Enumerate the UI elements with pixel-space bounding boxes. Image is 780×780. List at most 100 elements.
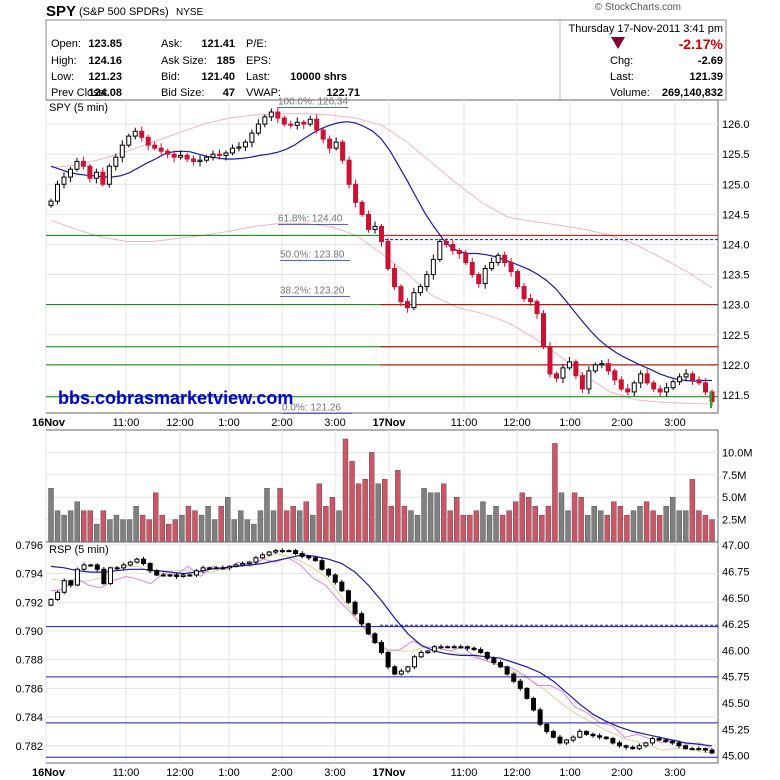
volume-bar <box>310 514 316 543</box>
ratio-candle-body <box>114 567 120 570</box>
volume-bar <box>447 510 453 543</box>
volume-bar <box>611 501 617 543</box>
volume-bar <box>362 479 368 543</box>
y-tick-label-left: 0.790 <box>15 626 43 638</box>
ratio-x-axis: 16Nov 11:00 12:00 1:00 2:00 3:00 17Nov 11:00 12:… <box>32 767 686 779</box>
x-tick-label: 1:00 <box>559 767 580 779</box>
ratio-candle-body <box>306 555 312 559</box>
candle-body <box>495 254 501 264</box>
volume-bar <box>558 492 565 543</box>
candle-body <box>469 262 475 276</box>
candle-body <box>333 141 339 149</box>
price-panel-title: SPY (5 min) <box>49 102 108 114</box>
candle-body <box>100 171 106 185</box>
fib-label: 38.2%: 123.20 <box>280 286 345 297</box>
ratio-candle-body <box>590 733 596 737</box>
volume-bar <box>532 505 538 543</box>
ratio-candle-body <box>636 745 642 750</box>
volume-bar <box>179 514 185 543</box>
volume-bar <box>225 497 231 543</box>
ratio-candle-body <box>68 580 74 586</box>
ratio-candle-body <box>623 745 629 748</box>
ratio-candle-body <box>385 652 391 668</box>
y-tick-label-right: 46.50 <box>722 593 750 605</box>
ratio-candle-body <box>253 557 259 563</box>
candle-body <box>618 379 624 390</box>
ratio-candle-body <box>616 742 622 747</box>
ratio-candle-body <box>524 687 530 699</box>
ratio-candle-body <box>279 550 285 553</box>
ratio-candle-body <box>88 564 94 567</box>
candle-body <box>353 183 359 203</box>
candle-body <box>255 123 261 134</box>
stat-asksize-label: Ask Size: <box>161 55 207 67</box>
candle-body <box>223 152 229 156</box>
volume-bar <box>323 505 329 543</box>
ratio-candle-body <box>431 646 437 652</box>
volume-bar <box>316 483 323 543</box>
volume-bar <box>251 523 257 543</box>
volume-bar <box>571 492 578 543</box>
credit: © StockCharts.com <box>595 2 681 13</box>
stat-ask-value: 121.41 <box>201 38 235 50</box>
ratio-candle-body <box>352 601 358 615</box>
y-tick-label-right: 45.50 <box>722 698 750 710</box>
fib-labels: 100.0%: 126.34 61.8%: 124.40 50.0%: 123.80… <box>278 97 352 414</box>
x-tick-label: 16Nov <box>32 767 66 779</box>
y-tick-label: 2.5M <box>722 515 746 527</box>
volume-bar <box>480 501 486 543</box>
ratio-candle-body <box>319 560 325 570</box>
x-tick-label: 2:00 <box>271 417 292 429</box>
ratio-candle-body <box>676 742 682 747</box>
ratio-candle-body <box>656 738 662 741</box>
ratio-panel: 0.796 0.794 0.792 0.790 0.788 0.786 0.784 0.782… <box>15 540 750 764</box>
y-tick-label-right: 45.75 <box>722 672 750 684</box>
ratio-candle-body <box>531 697 537 711</box>
candle-body <box>463 252 469 264</box>
price-x-axis: 16Nov 11:00 12:00 1:00 2:00 3:00 17Nov 11:00 12:… <box>32 417 686 429</box>
volume-bar <box>696 510 702 543</box>
ratio-candle-body <box>663 739 669 742</box>
candle-body <box>586 370 592 390</box>
volume-bar <box>172 519 179 543</box>
volume-bar <box>205 505 211 543</box>
volume-bar <box>283 510 290 543</box>
x-tick-label: 1:00 <box>559 417 580 429</box>
stat-last-value: 121.39 <box>689 71 723 83</box>
candle-body <box>664 387 670 393</box>
candle-body <box>476 274 482 285</box>
volume-bar <box>159 514 165 543</box>
x-tick-label: 2:00 <box>271 767 292 779</box>
ratio-candle-body <box>81 564 87 570</box>
stat-high-label: High: <box>51 55 77 67</box>
volume-bar <box>408 510 414 543</box>
header: SPY (S&P 500 SPDRs) NYSE © StockCharts.c… <box>45 2 727 101</box>
candle-body <box>132 130 138 137</box>
volume-bar <box>133 505 139 543</box>
stats-col-4: Thursday 17-Nov-2011 3:41 pm -2.17% Chg:… <box>569 23 724 99</box>
x-tick-label: 3:00 <box>664 417 685 429</box>
x-tick-label: 12:00 <box>503 417 531 429</box>
candle-body <box>236 146 242 149</box>
y-tick-label: 121.5 <box>722 390 750 402</box>
ratio-candle-body <box>273 550 279 553</box>
ratio-candle-body <box>200 567 206 572</box>
volume-bar <box>552 443 558 543</box>
candle-body <box>126 135 132 146</box>
candle-body <box>566 361 572 369</box>
candle-body <box>366 213 372 230</box>
volume-bar <box>591 505 597 543</box>
ratio-candle-body <box>412 656 418 668</box>
ratio-candle-body <box>207 567 213 570</box>
volume-bar <box>54 510 61 543</box>
y-tick-label: 7.5M <box>722 470 746 482</box>
ratio-candle-body <box>464 646 470 649</box>
volume-y-axis: 10.0M 7.5M 5.0M 2.5M <box>722 447 753 526</box>
volume-bar <box>545 505 552 543</box>
ratio-candle-body <box>564 739 570 744</box>
volume-bar <box>198 514 205 543</box>
ratio-candle-body <box>583 730 589 735</box>
stat-high-value: 124.16 <box>88 55 122 67</box>
candle-body <box>599 363 605 366</box>
volume-bar <box>67 510 74 543</box>
